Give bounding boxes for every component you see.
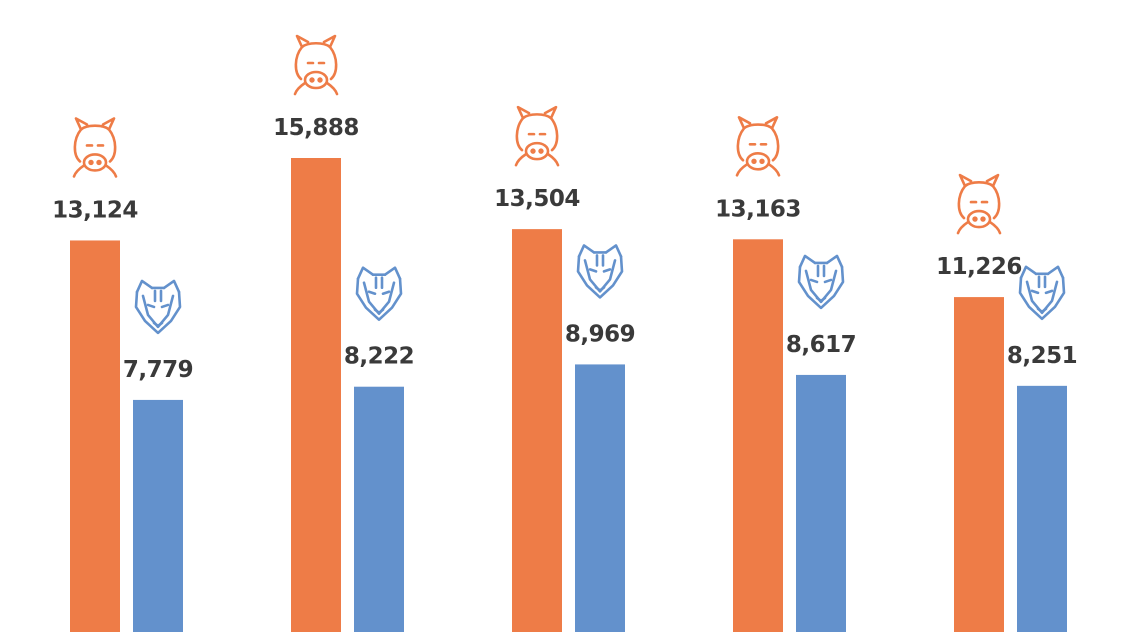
data-label-series-2-group-3: 8,969: [565, 321, 635, 347]
bar-series-1-group-4: [733, 239, 783, 632]
data-label-series-2-group-5: 8,251: [1007, 343, 1077, 369]
data-label-series-1-group-4: 13,163: [715, 196, 801, 222]
boar-icon: [72, 117, 118, 178]
fox-icon: [1018, 265, 1066, 321]
bar-series-1-group-2: [291, 158, 341, 632]
data-label-series-1-group-3: 13,504: [494, 186, 580, 212]
boar-icon: [293, 34, 339, 96]
data-label-series-2-group-1: 7,779: [123, 357, 193, 383]
fox-icon: [355, 266, 403, 322]
bar-series-2-group-2: [354, 386, 404, 632]
data-label-series-1-group-5: 11,226: [936, 254, 1022, 280]
bar-series-1-group-3: [512, 229, 562, 632]
bar-series-1-group-5: [954, 297, 1004, 632]
bar-series-2-group-5: [1017, 385, 1067, 632]
bar-series-2-group-4: [796, 374, 846, 632]
data-label-series-2-group-2: 8,222: [344, 344, 414, 370]
boar-icon: [514, 105, 560, 167]
data-label-series-1-group-2: 15,888: [273, 115, 359, 141]
boar-icon: [735, 115, 781, 177]
fox-icon: [576, 244, 624, 299]
bar-series-1-group-1: [70, 240, 120, 632]
boar-icon: [956, 173, 1002, 235]
fox-icon: [797, 254, 845, 310]
data-label-series-1-group-1: 13,124: [52, 197, 138, 223]
data-label-series-2-group-4: 8,617: [786, 332, 856, 358]
bar-series-2-group-3: [575, 364, 625, 632]
fox-icon: [134, 279, 182, 335]
bar-series-2-group-1: [133, 399, 183, 632]
